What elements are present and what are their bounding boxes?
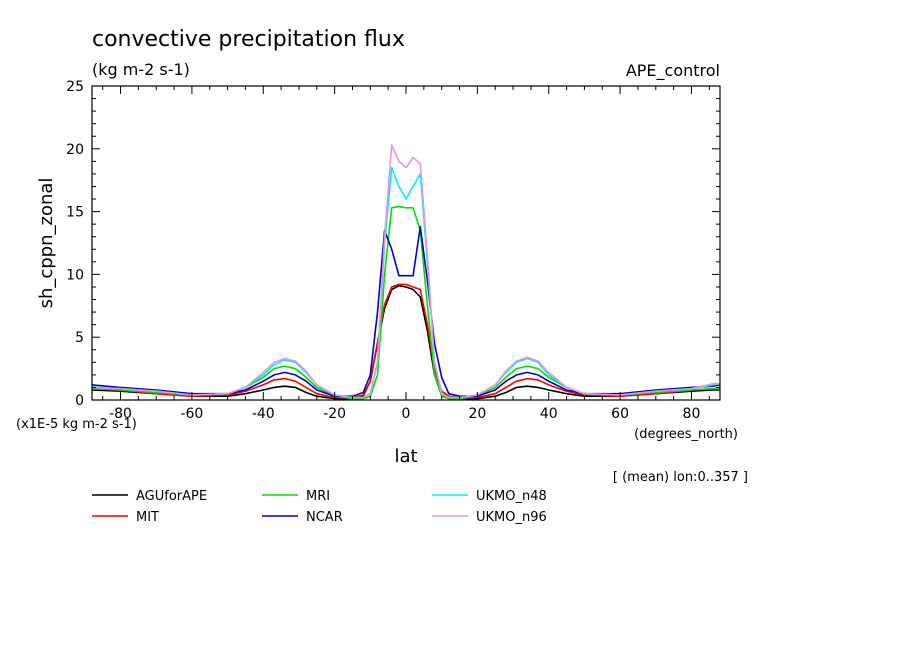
legend-label: MRI xyxy=(306,489,330,504)
x-tick-label: 20 xyxy=(468,406,486,422)
axis-ticks xyxy=(92,85,720,401)
y-tick-label: 5 xyxy=(75,330,84,346)
legend-label: NCAR xyxy=(306,510,343,525)
y-tick-label: 10 xyxy=(66,267,84,283)
chart-title: convective precipitation flux xyxy=(92,27,405,52)
y-tick-label: 0 xyxy=(75,393,84,409)
y-tick-label: 15 xyxy=(66,205,84,221)
legend-item: UKMO_n48 xyxy=(432,489,547,504)
footnote: [ (mean) lon:0..357 ] xyxy=(613,470,748,485)
x-tick-label: -60 xyxy=(180,406,203,422)
legend-item: NCAR xyxy=(262,510,343,525)
axis-tick-labels: -80 -60 -40 -20 0 20 40 60 80 0 5 10 15 20 25 xyxy=(66,79,700,422)
series-line-ukmo-n48 xyxy=(91,166,721,399)
plot-frame xyxy=(91,85,721,401)
legend-label: UKMO_n96 xyxy=(476,510,547,525)
x-tick-label: -40 xyxy=(252,406,275,422)
x-axis-label: lat xyxy=(394,446,417,467)
x-tick-label: 80 xyxy=(683,406,701,422)
series-line-ukmo-n96 xyxy=(91,144,720,399)
x-tick-label: 60 xyxy=(611,406,629,422)
legend-item: AGUforAPE xyxy=(92,489,207,504)
chart-subtitle: (kg m-2 s-1) xyxy=(92,60,190,79)
x-tick-label: -80 xyxy=(109,406,132,422)
series-line-ncar xyxy=(91,225,721,397)
x-tick-label: 40 xyxy=(540,406,558,422)
legend-label: UKMO_n48 xyxy=(476,489,547,504)
dataset-label: APE_control xyxy=(626,61,720,81)
x-units-label: (degrees_north) xyxy=(634,427,738,442)
legend: AGUforAPE MIT MRI NCAR UKMO_n48 UKMO_n96 xyxy=(92,489,547,525)
series-line-aguforape xyxy=(91,284,720,401)
legend-label: AGUforAPE xyxy=(136,489,207,504)
legend-item: UKMO_n96 xyxy=(432,510,547,525)
legend-item: MRI xyxy=(262,489,330,504)
y-tick-label: 25 xyxy=(66,79,84,95)
x-tick-label: -20 xyxy=(323,406,346,422)
series-line-mri xyxy=(91,205,720,400)
series-line-mit xyxy=(91,283,720,399)
x-tick-label: 0 xyxy=(402,406,411,422)
plot-lines xyxy=(91,144,721,401)
legend-item: MIT xyxy=(92,510,159,525)
legend-label: MIT xyxy=(136,510,159,525)
y-scale-note: (x1E-5 kg m-2 s-1) xyxy=(16,417,137,432)
y-tick-label: 20 xyxy=(66,142,84,158)
y-axis-label: sh_cppn_zonal xyxy=(36,178,57,309)
